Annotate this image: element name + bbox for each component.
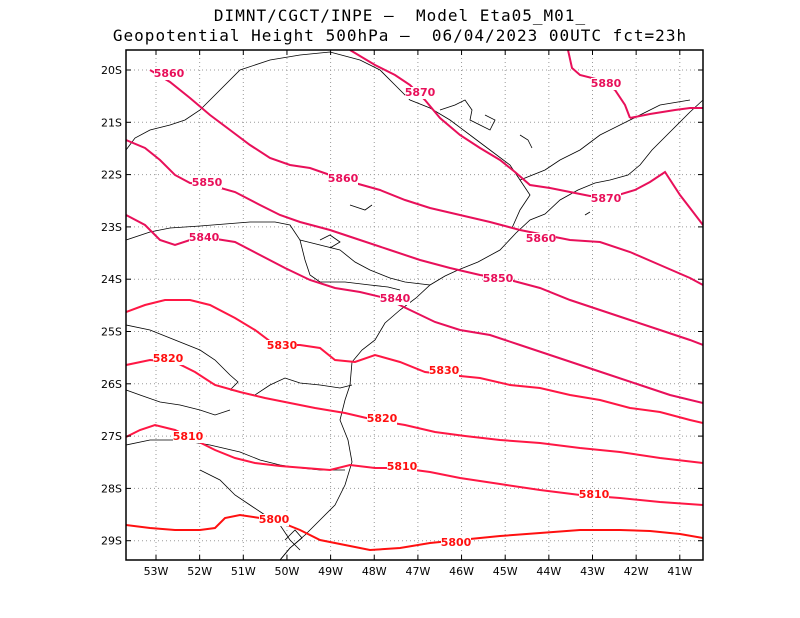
lon-tick-label: 41W: [667, 565, 692, 578]
contour-label: 5850: [192, 176, 223, 189]
lat-tick-label: 22S: [101, 169, 122, 182]
state-border-sc-rs: [126, 439, 345, 471]
state-border-pr-sc: [229, 377, 353, 396]
contour-label: 5810: [387, 460, 418, 473]
lat-tick-label: 24S: [101, 273, 122, 286]
contour-label-bg: [259, 514, 289, 526]
contour-label: 5860: [154, 67, 185, 80]
contour-label: 5840: [380, 292, 411, 305]
contour-label-bg: [153, 353, 183, 365]
border-uruguay: [199, 469, 301, 551]
contour-label: 5870: [405, 86, 436, 99]
river-parana: [126, 221, 401, 291]
contour-label: 5800: [441, 536, 472, 549]
contour-label-bg: [441, 537, 471, 549]
contour-5850: [126, 139, 703, 346]
contour-label-bg: [192, 177, 222, 189]
lat-tick-label: 20S: [101, 64, 122, 77]
contour-lines: [126, 50, 703, 552]
title-line-1: DIMNT/CGCT/INPE – Model Eta05_M01_: [213, 6, 587, 25]
contour-label-bg: [267, 340, 297, 352]
axis-ticks: 53W 52W 51W 50W 49W 48W 47W 46W 45W 44W 43W 42W 41W 2…: [101, 50, 703, 578]
contour-label: 5840: [189, 231, 220, 244]
lat-tick-label: 28S: [101, 482, 122, 495]
contour-5840: [126, 214, 703, 404]
lon-tick-label: 47W: [405, 565, 430, 578]
lon-tick-label: 45W: [493, 565, 518, 578]
lon-tick-label: 53W: [144, 565, 169, 578]
lat-tick-label: 21S: [101, 116, 122, 129]
contour-labels: 5880 5870 5870 5860 5860 5860 5850 5850 5840 5840…: [153, 67, 622, 549]
contour-5800: [126, 513, 703, 552]
contour-label: 5850: [483, 272, 514, 285]
lat-tick-label: 29S: [101, 535, 122, 548]
contour-label-bg: [591, 78, 621, 90]
contour-label-bg: [483, 273, 513, 285]
grid-lines: [126, 50, 703, 560]
title-line-2: Geopotential Height 500hPa – 06/04/2023 …: [112, 26, 688, 45]
contour-label: 5820: [367, 412, 398, 425]
bay-island-3: [319, 234, 341, 249]
contour-5860a: [149, 69, 703, 286]
state-border-mg-es: [519, 99, 691, 181]
lon-tick-label: 52W: [187, 565, 212, 578]
contour-label-bg: [154, 68, 184, 80]
bay-island-4: [519, 134, 533, 149]
lon-tick-label: 51W: [231, 565, 256, 578]
contour-label-bg: [328, 173, 358, 185]
contour-label-bg: [526, 233, 556, 245]
contour-label: 5810: [173, 430, 204, 443]
bay-island-5: [584, 211, 591, 216]
contour-label: 5860: [526, 232, 557, 245]
contour-label-bg: [405, 87, 435, 99]
contour-label: 5820: [153, 352, 184, 365]
bay-island-2: [349, 204, 373, 211]
contour-label-bg: [367, 413, 397, 425]
contour-label-bg: [579, 489, 609, 501]
lon-tick-label: 50W: [275, 565, 300, 578]
lat-tick-label: 23S: [101, 221, 122, 234]
contour-label: 5810: [579, 488, 610, 501]
lon-tick-label: 42W: [624, 565, 649, 578]
lagoa-dos-patos: [279, 529, 303, 560]
contour-5880b: [629, 107, 703, 119]
lon-tick-label: 48W: [362, 565, 387, 578]
bay-island-1: [439, 99, 496, 131]
plot-frame: [125, 49, 704, 561]
contour-label-bg: [429, 365, 459, 377]
lat-tick-label: 25S: [101, 326, 122, 339]
state-border-mg-sp: [126, 51, 471, 151]
lat-tick-label: 27S: [101, 430, 122, 443]
lon-tick-label: 49W: [318, 565, 343, 578]
contour-label-bg: [173, 431, 203, 443]
contour-label: 5830: [267, 339, 298, 352]
lon-tick-label: 43W: [580, 565, 605, 578]
state-border-pr-sp: [299, 239, 431, 286]
coastline-borders: [126, 51, 703, 560]
contour-label: 5860: [328, 172, 359, 185]
contour-label: 5870: [591, 192, 622, 205]
contour-label-bg: [387, 461, 417, 473]
contour-label-bg: [189, 232, 219, 244]
state-border-mg-rj: [469, 134, 531, 229]
coastline: [279, 99, 703, 560]
contour-label-bg: [380, 293, 410, 305]
lon-tick-label: 46W: [449, 565, 474, 578]
contour-label: 5830: [429, 364, 460, 377]
lat-tick-label: 26S: [101, 378, 122, 391]
contour-label-bg: [591, 193, 621, 205]
contour-5830: [126, 299, 703, 424]
contour-label: 5800: [259, 513, 290, 526]
state-border-ms-pr: [126, 324, 239, 391]
contour-label: 5880: [591, 77, 622, 90]
lon-tick-label: 44W: [536, 565, 561, 578]
contour-5820: [126, 358, 703, 464]
border-argentina: [126, 389, 231, 416]
